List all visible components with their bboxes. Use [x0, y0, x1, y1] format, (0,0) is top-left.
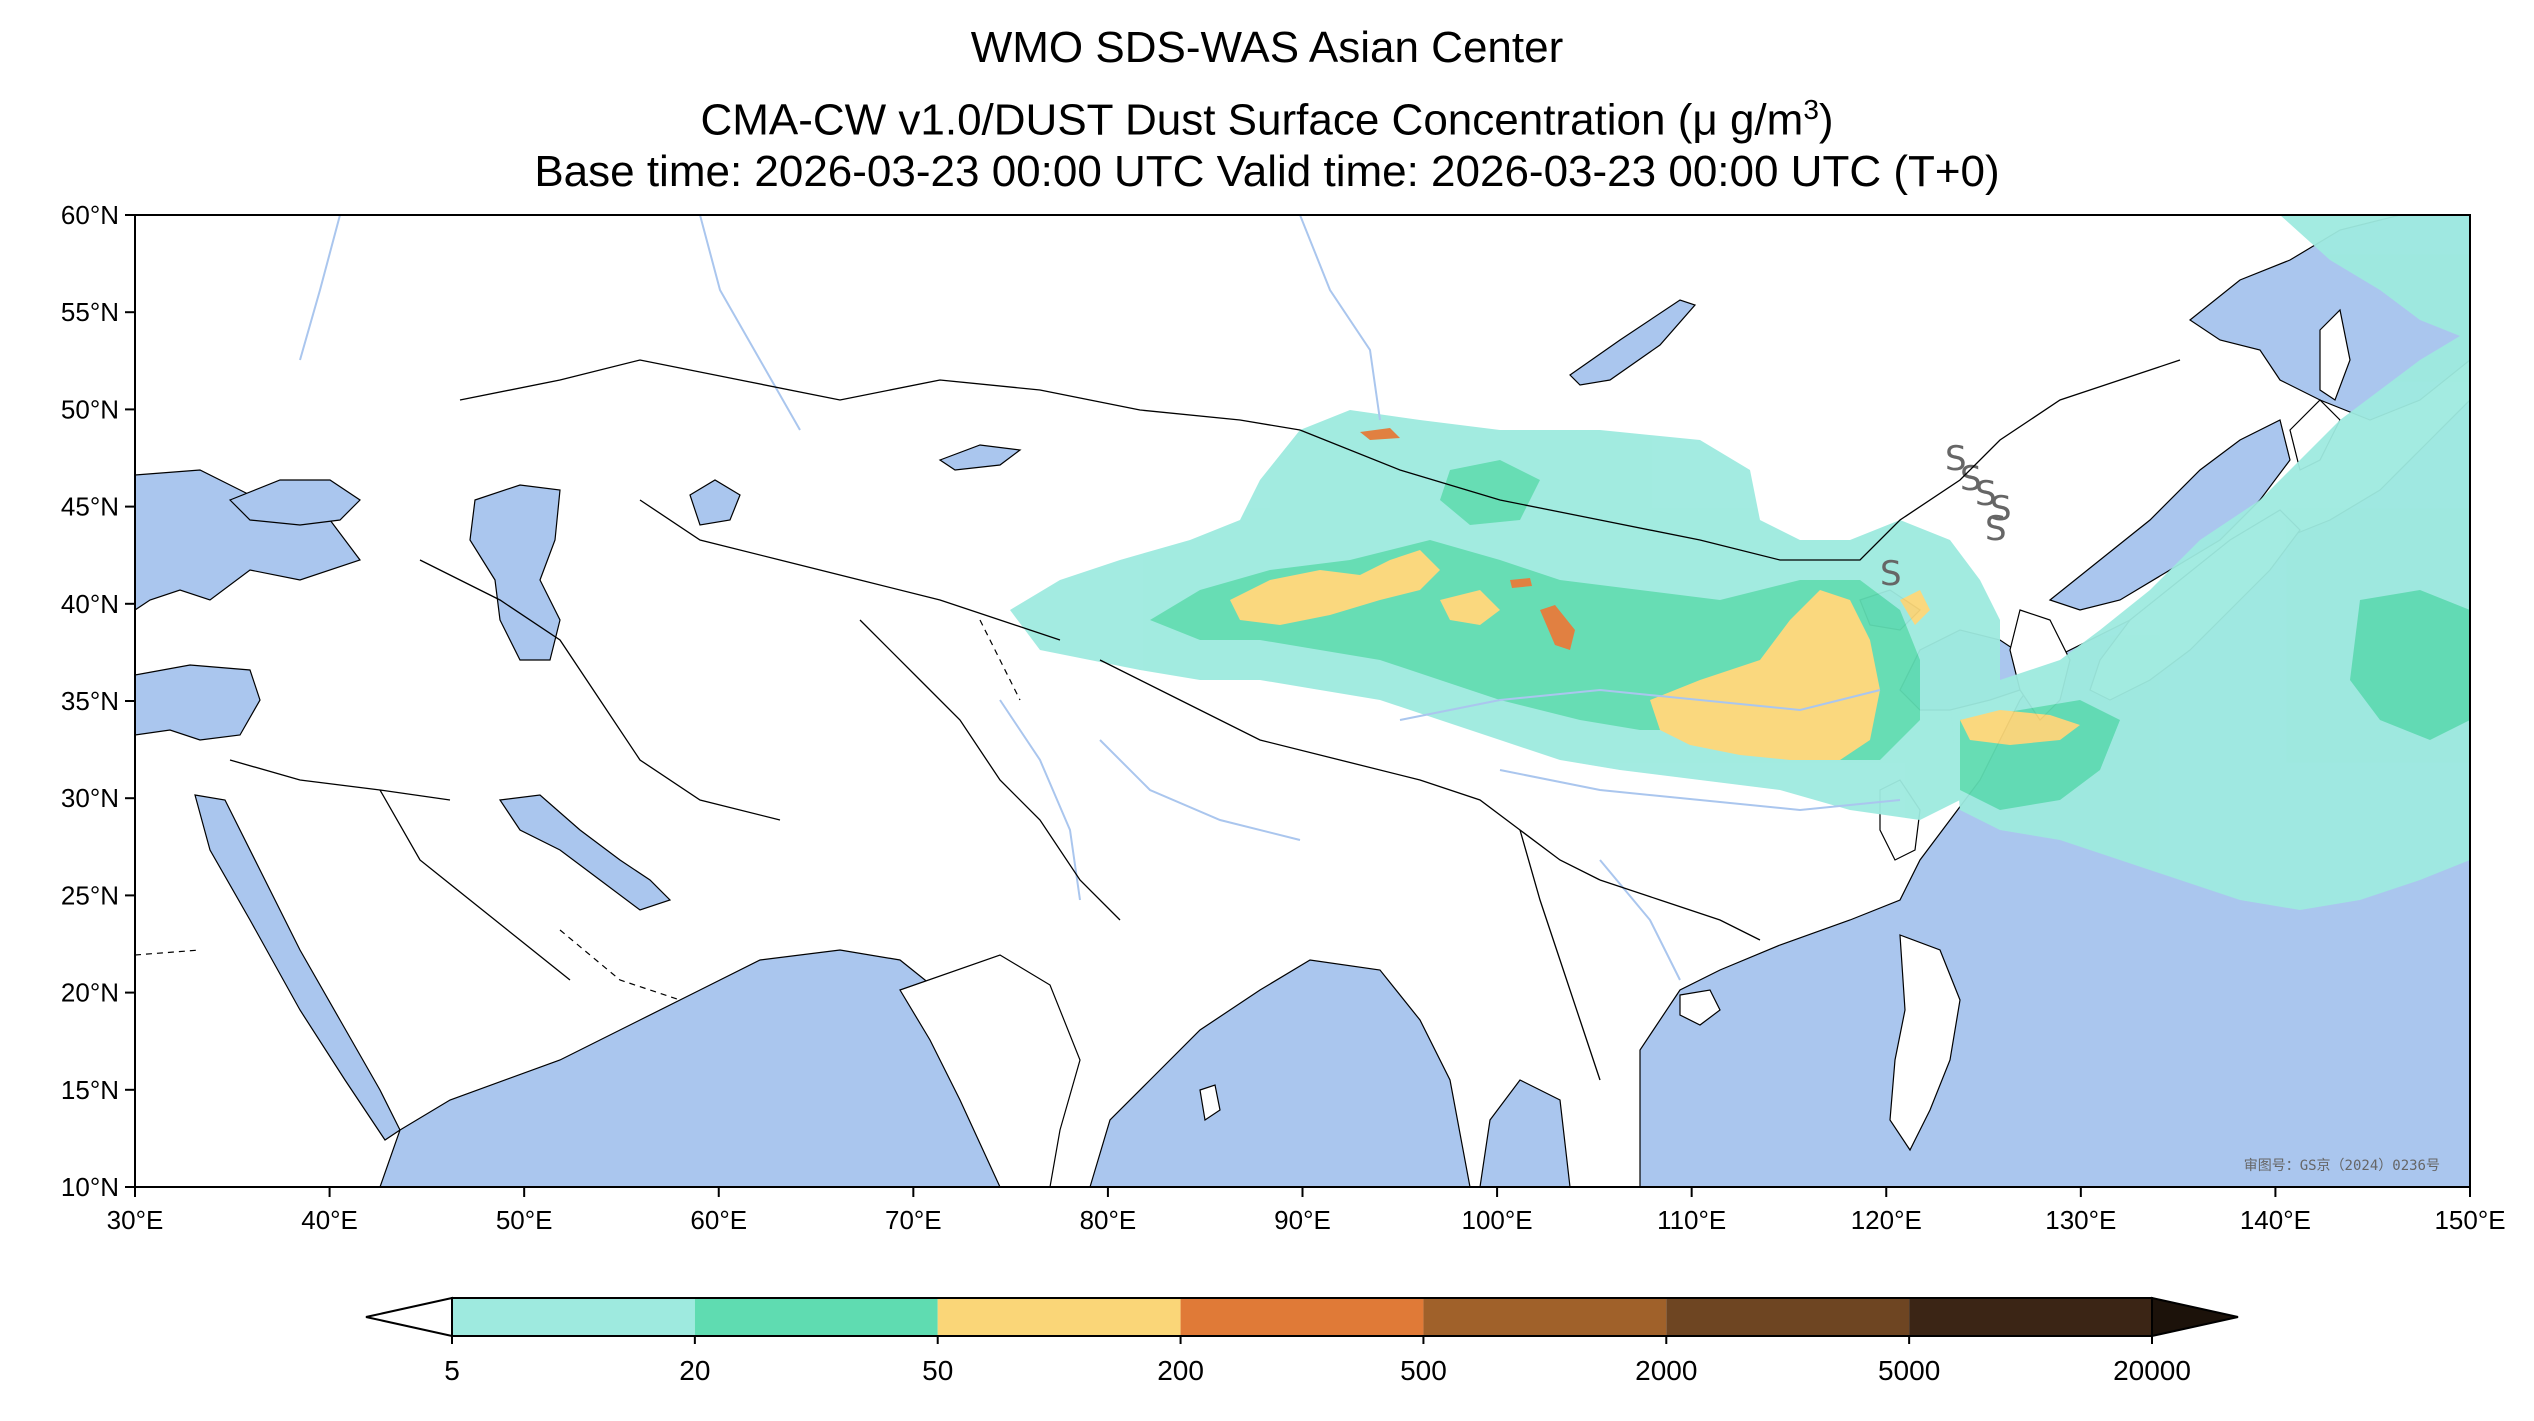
longitude-tick-label: 50°E — [496, 1205, 553, 1235]
title-unit-exponent: 3 — [1803, 94, 1819, 125]
dust-level-200-500-dzungaria — [1360, 428, 1400, 440]
colorbar-tick-label: 5 — [444, 1355, 460, 1386]
aral-sea — [689, 479, 741, 526]
sea-of-japan — [2048, 419, 2291, 611]
latitude-tick-label: 35°N — [61, 686, 119, 716]
dust-level-5-20-okhotsk — [2280, 215, 2470, 340]
map-layers: S S S S S S — [135, 215, 2470, 1187]
dust-storm-symbol: S — [1985, 509, 2007, 549]
colorbar-under-triangle — [365, 1296, 453, 1338]
dust-shading — [1010, 215, 2470, 910]
latitude-tick-label: 45°N — [61, 492, 119, 522]
colorbar-tick-label: 50 — [922, 1355, 953, 1386]
longitude-tick-label: 110°E — [1657, 1205, 1726, 1235]
dust-level-50-200-qaidam — [1440, 590, 1500, 625]
dust-storm-symbol: S — [1880, 554, 1902, 594]
dust-level-20-50-pacific — [2350, 590, 2470, 740]
title-line-1: WMO SDS-WAS Asian Center — [970, 23, 1564, 72]
colorbar-segment — [937, 1298, 1181, 1336]
colorbar-segment — [452, 1298, 695, 1336]
colorbar-tick-label: 2000 — [1635, 1355, 1697, 1386]
colorbar-tick-label: 20000 — [2113, 1355, 2191, 1386]
colorbar-segment — [1180, 1298, 1424, 1336]
colorbar-segment — [1666, 1298, 1910, 1336]
colorbar-segment — [694, 1298, 938, 1336]
longitude-tick-label: 120°E — [1851, 1205, 1922, 1235]
colorbar: 5 20 50 200 500 2000 5000 20000 — [365, 1296, 2239, 1386]
lake-balkhash — [938, 444, 1022, 471]
dust-level-20-50-gobi — [1440, 460, 1540, 525]
bay-of-bengal — [1089, 959, 1471, 1187]
latitude-tick-label: 10°N — [61, 1172, 119, 1202]
colorbar-segment — [1423, 1298, 1667, 1336]
title-line-3: Base time: 2026-03-23 00:00 UTC Valid ti… — [534, 147, 2000, 196]
sakhalin — [2319, 308, 2351, 401]
latitude-tick-label: 25°N — [61, 880, 119, 910]
dust-level-50-200-north-china — [1650, 590, 1880, 760]
approval-watermark: 审图号：GS京（2024）0236号 — [2244, 1158, 2440, 1174]
longitude-tick-label: 90°E — [1274, 1205, 1331, 1235]
title-unit: μ g/m — [1692, 95, 1804, 145]
persian-gulf — [498, 794, 672, 911]
colorbar-segment — [1909, 1298, 2152, 1336]
longitude-axis: 30°E 40°E 50°E 60°E 70°E 80°E 90°E 100°E 110°E 12… — [107, 1187, 2506, 1235]
colorbar-tick-label: 500 — [1400, 1355, 1447, 1386]
latitude-tick-label: 50°N — [61, 394, 119, 424]
latitude-tick-label: 40°N — [61, 589, 119, 619]
longitude-tick-label: 140°E — [2240, 1205, 2311, 1235]
longitude-tick-label: 100°E — [1462, 1205, 1533, 1235]
india-peninsula — [899, 954, 1081, 1187]
sri-lanka — [1199, 1084, 1221, 1122]
longitude-tick-label: 130°E — [2045, 1205, 2116, 1235]
dust-storm-symbol: S — [1990, 489, 2012, 529]
longitude-tick-label: 150°E — [2434, 1205, 2505, 1235]
dust-storm-symbols: S S S S S S — [1880, 439, 2012, 594]
black-sea — [228, 479, 361, 526]
longitude-tick-label: 30°E — [107, 1205, 164, 1235]
philippines — [1889, 934, 1961, 1152]
dust-level-200-500-qaidam — [1540, 605, 1575, 650]
latitude-tick-label: 60°N — [61, 200, 119, 230]
andaman-sea — [1479, 1079, 1571, 1187]
latitude-axis: 60°N 55°N 50°N 45°N 40°N 35°N 30°N 25°N 20°N 15°N… — [61, 200, 135, 1202]
dust-level-50-200-yellow-sea — [1960, 710, 2080, 745]
eastern-mediterranean — [135, 664, 261, 741]
longitude-tick-label: 40°E — [301, 1205, 358, 1235]
country-borders — [229, 359, 2181, 1081]
colorbar-tick-label: 20 — [679, 1355, 710, 1386]
lake-baikal — [1569, 299, 1697, 386]
latitude-tick-label: 55°N — [61, 297, 119, 327]
dust-storm-symbol: S — [1960, 459, 1982, 499]
hainan-island — [1679, 989, 1721, 1026]
caspian-sea — [469, 484, 561, 661]
longitude-tick-label: 80°E — [1080, 1205, 1137, 1235]
dust-level-50-200-horqin — [1900, 590, 1930, 625]
dust-storm-symbol: S — [1945, 439, 1967, 479]
longitude-tick-label: 60°E — [690, 1205, 747, 1235]
latitude-tick-label: 20°N — [61, 978, 119, 1008]
dust-level-200-500-hexi — [1510, 578, 1532, 588]
disputed-borders — [135, 619, 1021, 1001]
colorbar-frame — [451, 1297, 2153, 1337]
title-product: CMA-CW v1.0/DUST Dust Surface Concentrat… — [700, 95, 1693, 145]
title-close: ) — [1818, 95, 1834, 145]
dust-level-50-200-taklimakan — [1230, 550, 1440, 625]
colorbar-tick-label: 5000 — [1878, 1355, 1940, 1386]
title-line-2: CMA-CW v1.0/DUST Dust Surface Concentrat… — [0, 84, 2534, 147]
longitude-tick-label: 70°E — [885, 1205, 942, 1235]
colorbar-over-triangle — [2151, 1296, 2239, 1338]
latitude-tick-label: 15°N — [61, 1075, 119, 1105]
latitude-tick-label: 30°N — [61, 783, 119, 813]
rivers-layer — [299, 215, 1901, 981]
dust-storm-symbol: S — [1975, 474, 1997, 514]
colorbar-tick-label: 200 — [1157, 1355, 1204, 1386]
